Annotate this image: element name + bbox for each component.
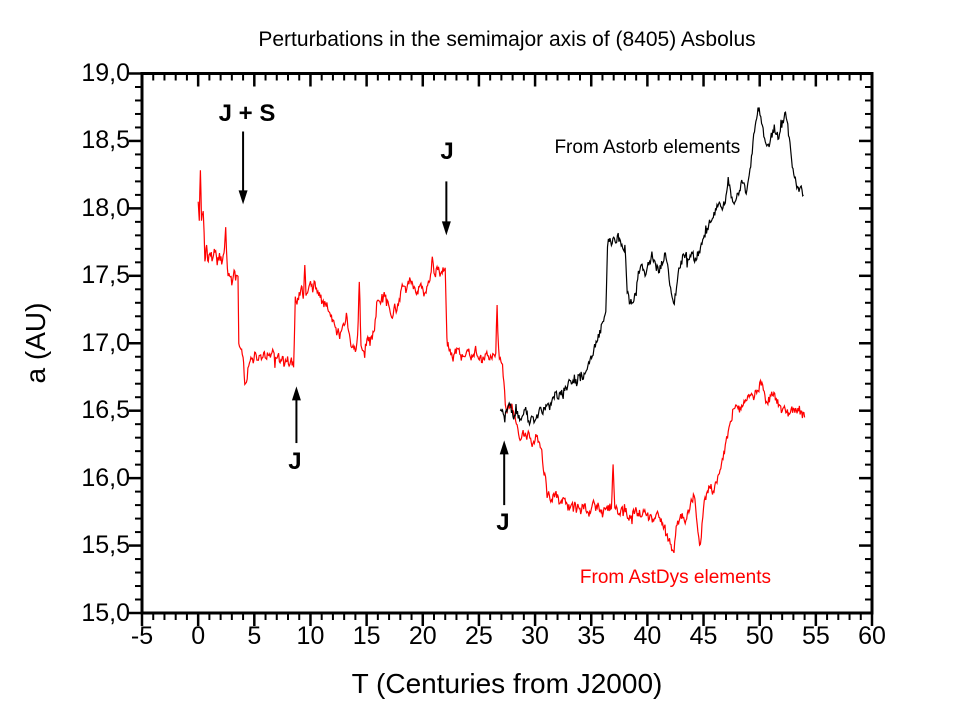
x-tick-label: 5: [247, 622, 262, 650]
series-astdys: [197, 170, 806, 554]
annotation-label: J: [288, 447, 302, 475]
annotation-arrow-down: [238, 131, 248, 205]
x-tick-label: 20: [408, 622, 437, 650]
x-tick-label: 35: [577, 622, 606, 650]
series-label-astorb: From Astorb elements: [554, 136, 741, 158]
y-tick-label: 18,0: [81, 193, 130, 222]
x-tick-label: 45: [689, 622, 718, 650]
x-tick-label: -5: [130, 622, 154, 650]
x-tick-label: 60: [858, 622, 886, 650]
x-tick-label: 25: [465, 622, 493, 650]
x-tick-label: 10: [296, 622, 325, 650]
x-tick-label: 40: [633, 622, 662, 650]
y-tick-label: 17,5: [81, 261, 130, 290]
chart-title: Perturbations in the semimajor axis of (…: [258, 28, 756, 51]
annotation-label: J: [496, 508, 510, 536]
x-tick-label: 0: [191, 622, 206, 650]
x-tick-label: 30: [521, 622, 549, 650]
series-label-astdys: From AstDys elements: [579, 566, 772, 588]
y-tick-label: 15,0: [81, 598, 130, 627]
annotation-label: J + S: [218, 99, 276, 127]
x-tick-label: 50: [745, 622, 774, 650]
y-tick-label: 18,5: [81, 126, 130, 155]
series-astorb: [499, 107, 804, 427]
y-tick-label: 16,5: [81, 396, 130, 425]
y-tick-label: 15,5: [81, 531, 130, 560]
annotation-arrow-up: [499, 440, 509, 506]
x-tick-label: 55: [801, 622, 830, 650]
annotation-label: J: [440, 137, 454, 165]
x-tick-label: 15: [352, 622, 381, 650]
y-tick-label: 17,0: [81, 328, 130, 357]
y-tick-label: 19,0: [81, 59, 130, 87]
y-tick-label: 16,0: [81, 463, 130, 492]
x-axis-title: T (Centuries from J2000): [351, 668, 663, 699]
annotation-arrow-down: [441, 181, 451, 236]
annotation-arrow-up: [291, 386, 301, 444]
axis-ticks: [129, 72, 874, 626]
